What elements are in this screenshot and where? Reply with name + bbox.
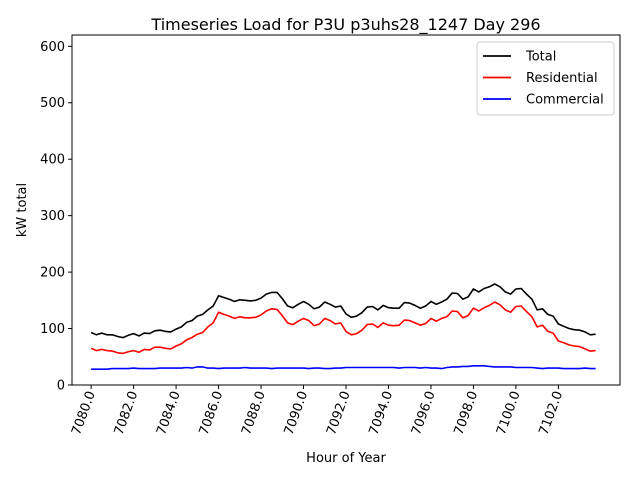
- series-line-residential: [90, 301, 596, 355]
- y-tick-label: 0: [57, 379, 65, 394]
- legend-label-residential: Residential: [526, 71, 598, 86]
- legend-label-commercial: Commercial: [526, 93, 604, 108]
- series-lines: [90, 283, 596, 371]
- series-line-commercial: [91, 364, 596, 371]
- legend-box: [476, 41, 615, 116]
- y-tick-label: 400: [40, 153, 65, 168]
- legend: Total Residential Commercial: [476, 41, 615, 116]
- y-axis-ticks: 0 100 200 300 400 500 600: [40, 40, 72, 394]
- y-tick-label: 600: [40, 40, 65, 55]
- x-axis-title: Hour of Year: [306, 451, 386, 466]
- y-tick-label: 300: [40, 209, 65, 224]
- y-tick-label: 100: [40, 322, 65, 337]
- legend-label-total: Total: [525, 50, 556, 65]
- chart-title: Timeseries Load for P3U p3uhs28_1247 Day…: [150, 15, 540, 35]
- series-line-total: [90, 283, 596, 339]
- y-axis-title: kW total: [15, 183, 30, 237]
- y-tick-label: 200: [40, 266, 65, 281]
- y-tick-label: 500: [40, 96, 65, 111]
- plot-frame: [71, 34, 621, 386]
